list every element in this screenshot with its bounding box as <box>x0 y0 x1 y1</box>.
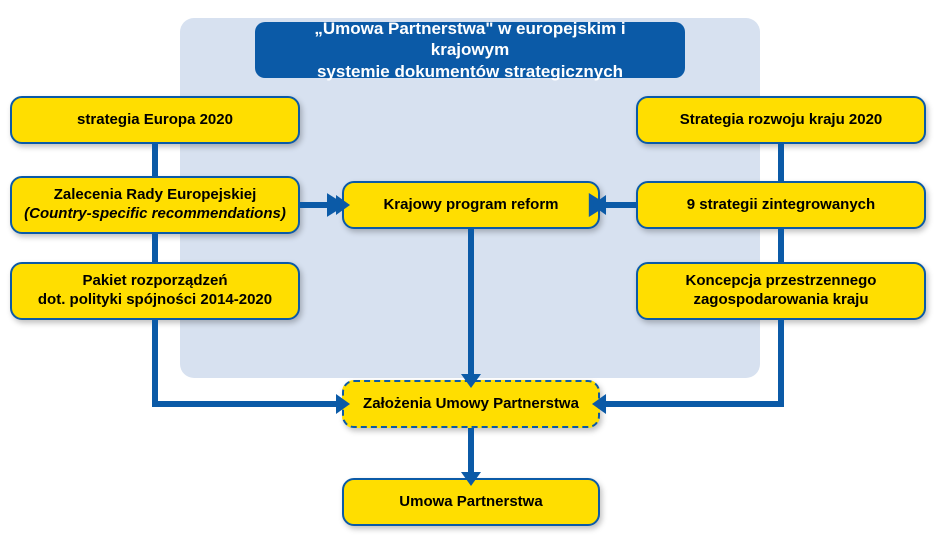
node-label-sub: (Country-specific recommendations) <box>24 205 286 224</box>
node-label: strategia Europa 2020 <box>77 111 233 130</box>
node-strategia-rozwoju-kraju: Strategia rozwoju kraju 2020 <box>636 96 926 144</box>
node-krajowy-program-reform: Krajowy program reform <box>342 181 600 229</box>
node-label: Krajowy program reform <box>383 196 558 215</box>
title-line2: systemie dokumentów strategicznych <box>283 61 657 82</box>
diagram-title: „Umowa Partnerstwa" w europejskim i kraj… <box>255 22 685 78</box>
node-pakiet-rozporzadzen: Pakiet rozporządzeń dot. polityki spójno… <box>10 262 300 320</box>
node-zalecenia-rady: Zalecenia Rady Europejskiej (Country-spe… <box>10 176 300 234</box>
node-label-main: Koncepcja przestrzennego <box>686 272 877 291</box>
node-label: Strategia rozwoju kraju 2020 <box>680 111 883 130</box>
node-koncepcja-przestrzennego: Koncepcja przestrzennego zagospodarowani… <box>636 262 926 320</box>
node-label: Założenia Umowy Partnerstwa <box>363 395 579 414</box>
node-europa-2020: strategia Europa 2020 <box>10 96 300 144</box>
node-label-sub: dot. polityki spójności 2014-2020 <box>38 291 272 310</box>
node-umowa-partnerstwa: Umowa Partnerstwa <box>342 478 600 526</box>
node-label-main: Zalecenia Rady Europejskiej <box>24 186 286 205</box>
node-zalozenia-umowy: Założenia Umowy Partnerstwa <box>342 380 600 428</box>
node-label-sub: zagospodarowania kraju <box>686 291 877 310</box>
node-label: 9 strategii zintegrowanych <box>687 196 875 215</box>
node-9-strategii: 9 strategii zintegrowanych <box>636 181 926 229</box>
node-label: Umowa Partnerstwa <box>399 493 542 512</box>
node-label-main: Pakiet rozporządzeń <box>38 272 272 291</box>
title-line1: „Umowa Partnerstwa" w europejskim i kraj… <box>283 18 657 61</box>
